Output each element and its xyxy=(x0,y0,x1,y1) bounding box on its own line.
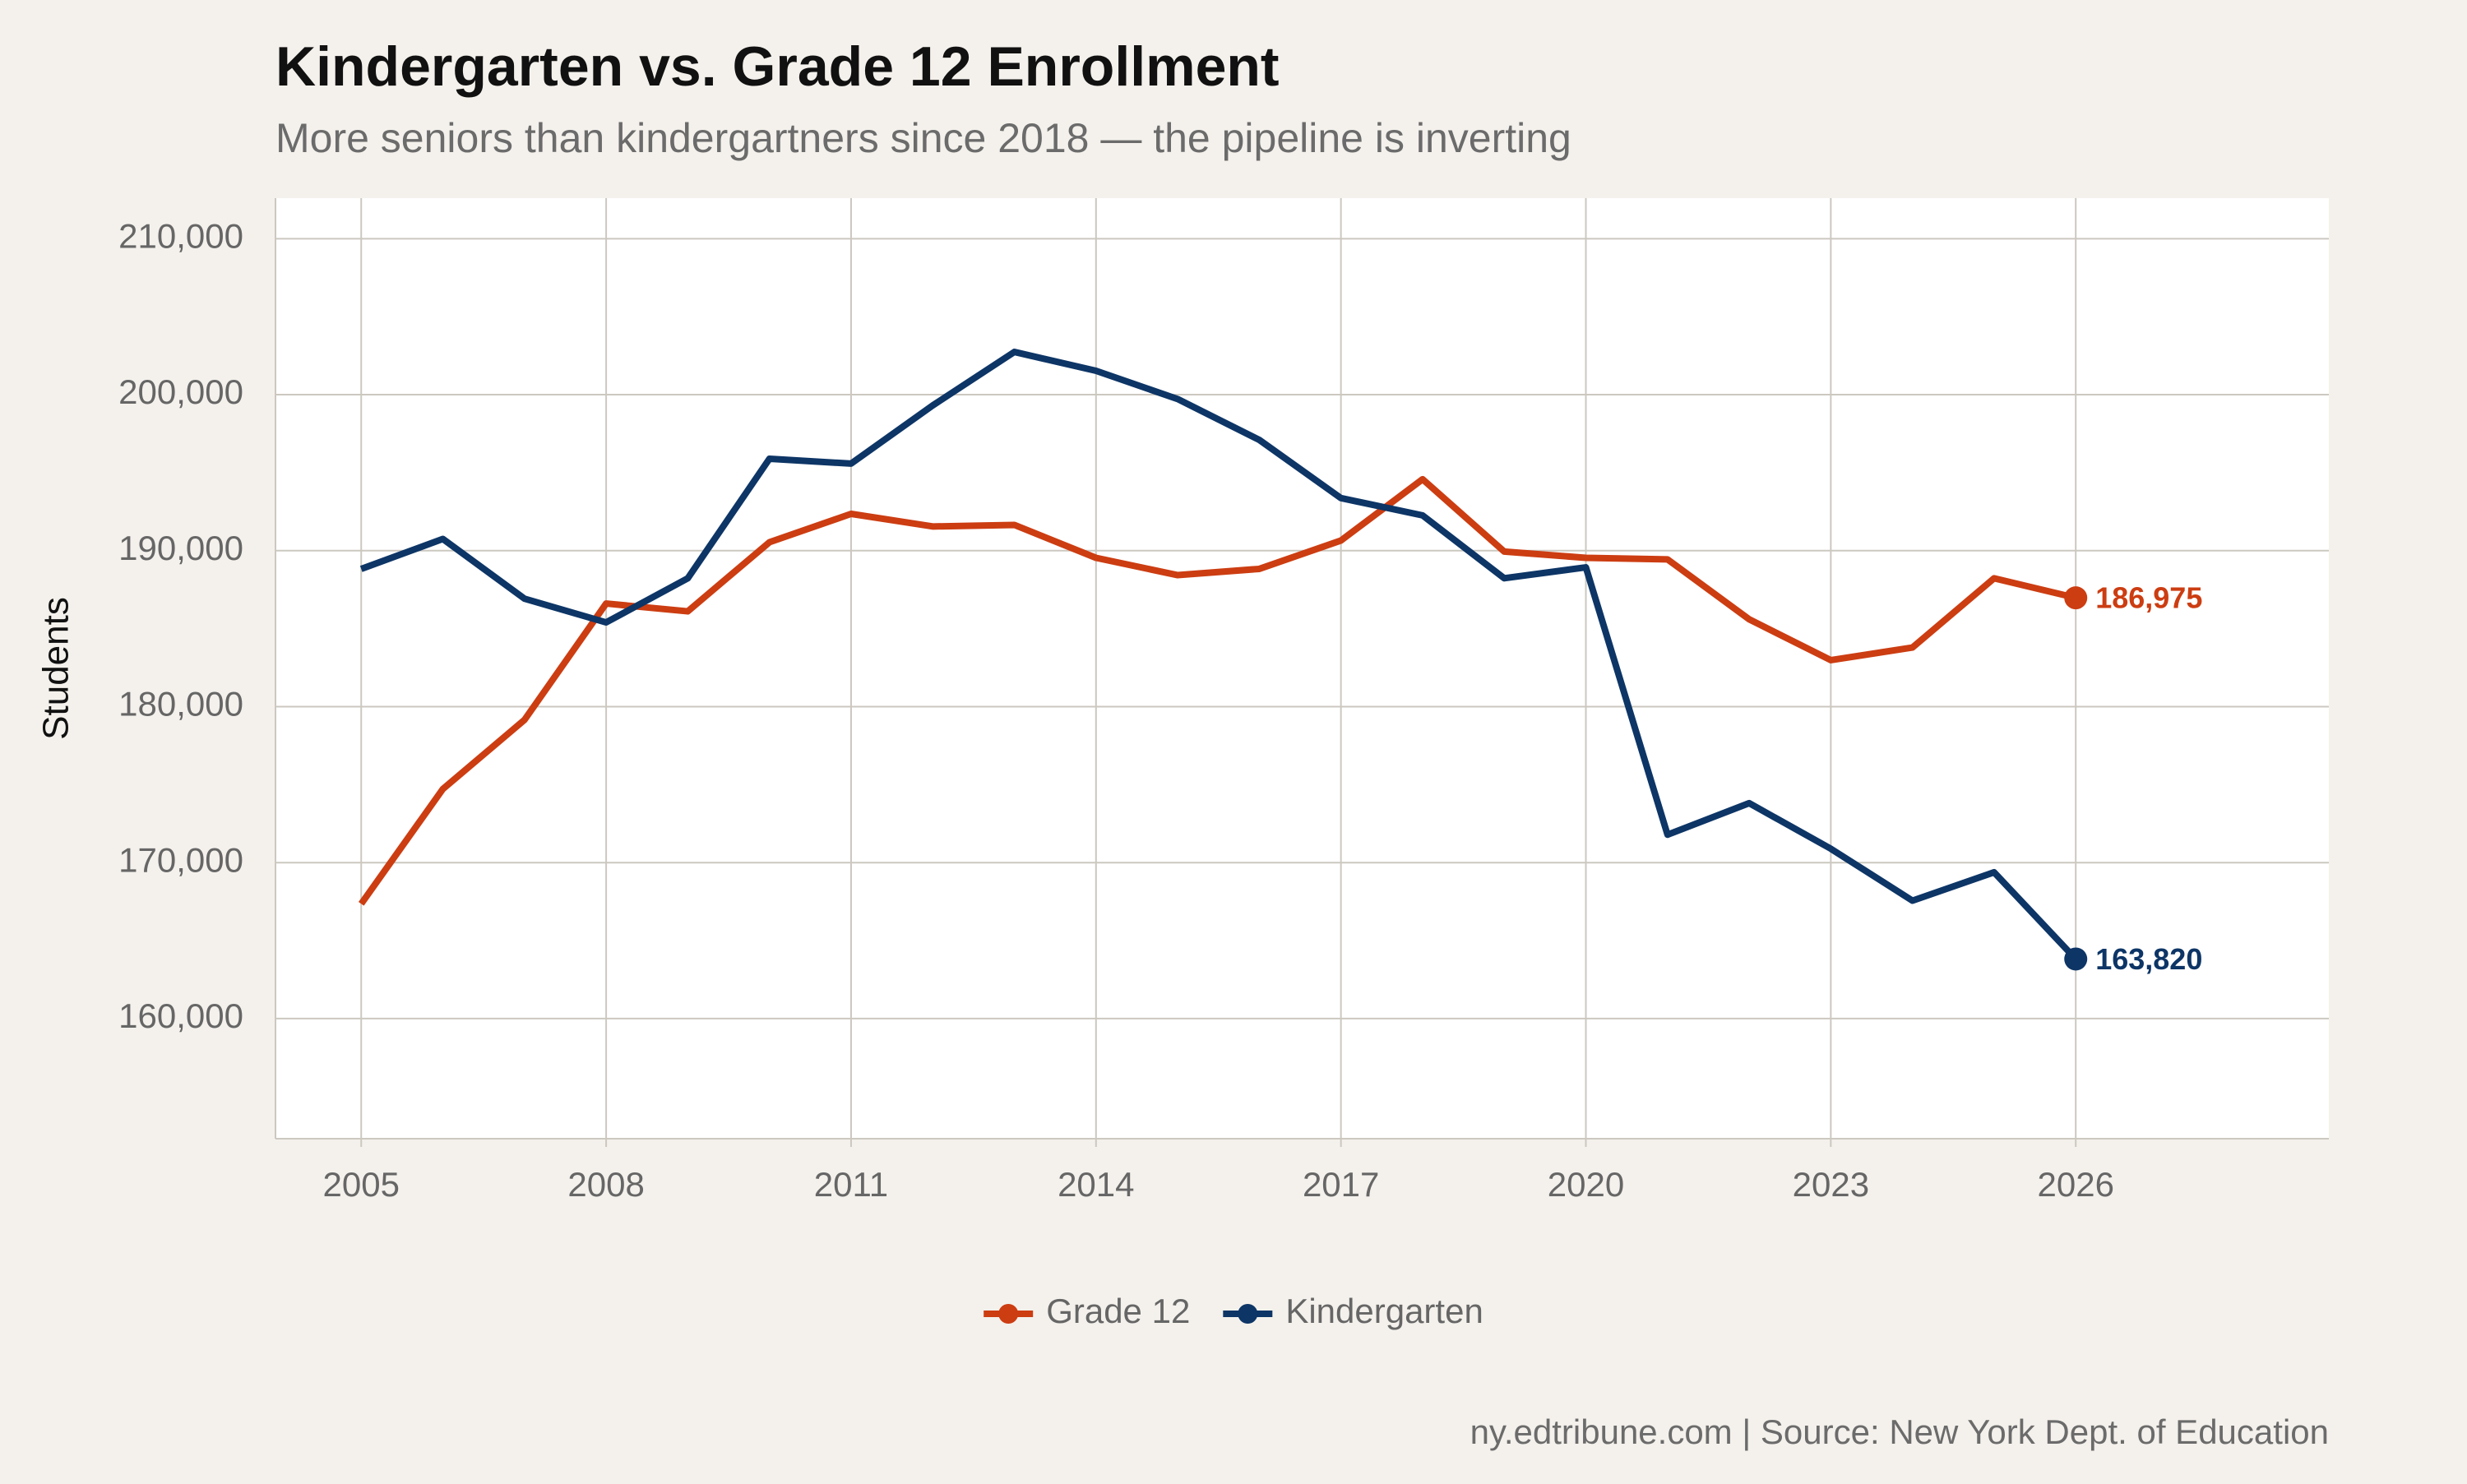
series-line xyxy=(358,475,2077,906)
x-tick-label: 2008 xyxy=(567,1165,644,1204)
y-tick-label: 160,000 xyxy=(118,996,243,1035)
y-tick-label: 200,000 xyxy=(118,372,243,411)
value-label: 186,975 xyxy=(2095,581,2202,615)
x-tick-label: 2023 xyxy=(1793,1165,1869,1204)
y-tick-label: 180,000 xyxy=(118,685,243,724)
legend-marker xyxy=(1238,1304,1258,1324)
legend-label: Grade 12 xyxy=(1046,1292,1190,1330)
chart-subtitle: More seniors than kindergartners since 2… xyxy=(275,115,1571,161)
y-tick-label: 210,000 xyxy=(118,216,243,255)
x-tick-label: 2014 xyxy=(1058,1165,1134,1204)
series-line xyxy=(359,349,2079,962)
end-point xyxy=(2064,586,2088,610)
x-tick-label: 2017 xyxy=(1303,1165,1379,1204)
x-tick-label: 2005 xyxy=(323,1165,400,1204)
x-tick-label: 2020 xyxy=(1548,1165,1624,1204)
legend-label: Kindergarten xyxy=(1285,1292,1483,1330)
caption: ny.edtribune.com | Source: New York Dept… xyxy=(1470,1412,2329,1451)
y-tick-label: 190,000 xyxy=(118,529,243,567)
x-tick-label: 2011 xyxy=(814,1165,888,1204)
y-tick-label: 170,000 xyxy=(118,840,243,879)
plot-area xyxy=(275,198,2329,1139)
legend-marker xyxy=(998,1304,1019,1324)
chart-title: Kindergarten vs. Grade 12 Enrollment xyxy=(275,35,1280,98)
value-label: 163,820 xyxy=(2095,942,2202,976)
y-axis-label: Students xyxy=(36,597,76,740)
end-point xyxy=(2064,947,2088,971)
x-tick-label: 2026 xyxy=(2038,1165,2114,1204)
